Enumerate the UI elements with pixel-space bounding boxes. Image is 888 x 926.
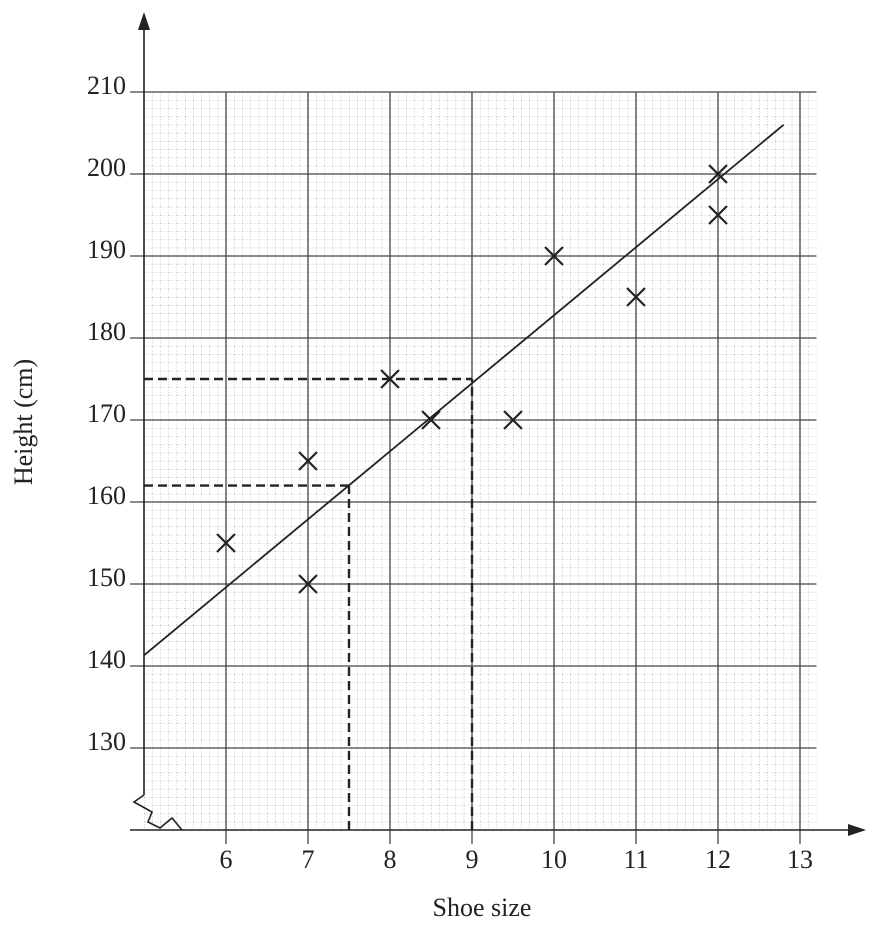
x-tick-label: 7 [302, 845, 315, 874]
y-axis-label: Height (cm) [9, 359, 38, 485]
point [708, 164, 728, 184]
y-tick-label: 200 [87, 153, 126, 182]
x-tick-label: 13 [787, 845, 813, 874]
x-axis-arrow [848, 824, 866, 836]
x-axis-label: Shoe size [433, 893, 532, 922]
x-tick-label: 10 [541, 845, 567, 874]
y-tick-label: 160 [87, 481, 126, 510]
axis-break [132, 794, 183, 831]
point [544, 246, 564, 266]
y-tick-label: 130 [87, 727, 126, 756]
minor-grid [144, 92, 817, 830]
x-tick-label: 12 [705, 845, 731, 874]
y-tick-label: 210 [87, 71, 126, 100]
y-tick-label: 140 [87, 645, 126, 674]
x-tick-label: 6 [220, 845, 233, 874]
y-axis-arrow [138, 12, 150, 30]
y-tick-label: 190 [87, 235, 126, 264]
point [503, 410, 523, 430]
x-tick-label: 9 [466, 845, 479, 874]
y-tick-label: 180 [87, 317, 126, 346]
point [298, 574, 318, 594]
point [708, 205, 728, 225]
point [421, 410, 441, 430]
point [380, 369, 400, 389]
x-tick-label: 11 [623, 845, 648, 874]
point [298, 451, 318, 471]
y-tick-label: 150 [87, 563, 126, 592]
y-tick-label: 170 [87, 399, 126, 428]
point [216, 533, 236, 553]
x-tick-label: 8 [384, 845, 397, 874]
point [626, 287, 646, 307]
fit-line [143, 124, 785, 657]
